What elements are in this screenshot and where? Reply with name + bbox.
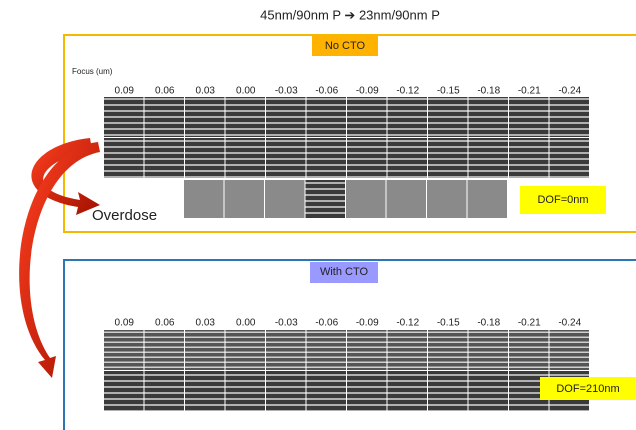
sem-image xyxy=(347,371,387,411)
sem-image xyxy=(266,330,306,370)
focus-label: -0.18 xyxy=(477,318,500,329)
sem-image xyxy=(225,138,265,178)
dof-bg xyxy=(540,377,636,400)
panel-label: With CTO xyxy=(320,266,369,278)
sem-image xyxy=(468,138,508,178)
focus-label: -0.24 xyxy=(558,86,581,97)
sem-image xyxy=(104,97,144,137)
sem-image xyxy=(346,180,386,218)
sem-image xyxy=(509,330,549,370)
sem-image xyxy=(144,371,184,411)
axis-label: Focus (um) xyxy=(72,67,113,76)
title: 45nm/90nm P ➔ 23nm/90nm P xyxy=(260,7,440,22)
sem-image xyxy=(225,371,265,411)
sem-image xyxy=(509,138,549,178)
focus-label: -0.03 xyxy=(275,318,298,329)
sem-image xyxy=(265,180,305,218)
sem-image xyxy=(387,138,427,178)
sem-image xyxy=(185,97,225,137)
sem-image xyxy=(306,330,346,370)
focus-label: -0.21 xyxy=(518,86,541,97)
sem-image xyxy=(387,97,427,137)
focus-label: -0.15 xyxy=(437,86,460,97)
dof-bg xyxy=(520,186,606,214)
focus-label: -0.15 xyxy=(437,318,460,329)
sem-image xyxy=(266,138,306,178)
sem-image xyxy=(347,138,387,178)
focus-label: 0.06 xyxy=(155,86,175,97)
dof-label: DOF=210nm xyxy=(556,383,619,395)
sem-image xyxy=(225,330,265,370)
sem-image xyxy=(549,97,589,137)
sem-image xyxy=(104,138,144,178)
sem-image xyxy=(185,138,225,178)
focus-label: -0.09 xyxy=(356,86,379,97)
panel-label-bg xyxy=(310,262,378,283)
sem-image xyxy=(387,330,427,370)
sem-image xyxy=(347,330,387,370)
sem-image xyxy=(386,180,426,218)
focus-label: -0.03 xyxy=(275,86,298,97)
sem-image xyxy=(144,138,184,178)
sem-image xyxy=(347,97,387,137)
sem-images xyxy=(104,97,589,411)
dof-label: DOF=0nm xyxy=(537,194,588,206)
focus-label: -0.12 xyxy=(396,86,419,97)
sem-image xyxy=(225,97,265,137)
focus-label: -0.21 xyxy=(518,318,541,329)
arrow xyxy=(31,138,100,215)
sem-image xyxy=(468,371,508,411)
focus-label: -0.06 xyxy=(315,318,338,329)
sem-image xyxy=(266,97,306,137)
sem-image xyxy=(306,371,346,411)
bottom-panel xyxy=(63,259,636,430)
sem-image xyxy=(427,180,467,218)
row-label: Overdose xyxy=(92,207,157,224)
sem-image xyxy=(144,330,184,370)
focus-label: -0.12 xyxy=(396,318,419,329)
focus-label: 0.06 xyxy=(155,318,175,329)
panel-label-bg xyxy=(312,36,378,56)
focus-label: 0.09 xyxy=(115,318,135,329)
focus-label: -0.24 xyxy=(558,318,581,329)
focus-label: -0.09 xyxy=(356,318,379,329)
focus-label: -0.18 xyxy=(477,86,500,97)
focus-label: 0.00 xyxy=(236,86,256,97)
panel-label: No CTO xyxy=(325,40,366,52)
arrow xyxy=(19,142,100,378)
sem-image xyxy=(549,138,589,178)
sem-image xyxy=(185,371,225,411)
sem-image xyxy=(549,330,589,370)
sem-image xyxy=(306,97,346,137)
sem-image xyxy=(144,97,184,137)
sem-image xyxy=(428,97,468,137)
sem-image xyxy=(184,180,224,218)
sem-image xyxy=(185,330,225,370)
top-panel xyxy=(63,34,636,233)
focus-label: 0.09 xyxy=(115,86,135,97)
focus-label: 0.03 xyxy=(196,86,216,97)
sem-image xyxy=(428,330,468,370)
sem-image xyxy=(428,138,468,178)
sem-image xyxy=(224,180,264,218)
sem-image xyxy=(428,371,468,411)
sem-image xyxy=(266,371,306,411)
focus-label: 0.03 xyxy=(196,318,216,329)
sem-image xyxy=(104,330,144,370)
sem-image xyxy=(509,97,549,137)
sem-image xyxy=(387,371,427,411)
sem-image xyxy=(104,371,144,411)
sem-image xyxy=(467,180,507,218)
focus-label: 0.00 xyxy=(236,318,256,329)
sem-image xyxy=(305,180,345,218)
sem-image xyxy=(468,330,508,370)
sem-image xyxy=(306,138,346,178)
focus-label: -0.06 xyxy=(315,86,338,97)
sem-image xyxy=(468,97,508,137)
